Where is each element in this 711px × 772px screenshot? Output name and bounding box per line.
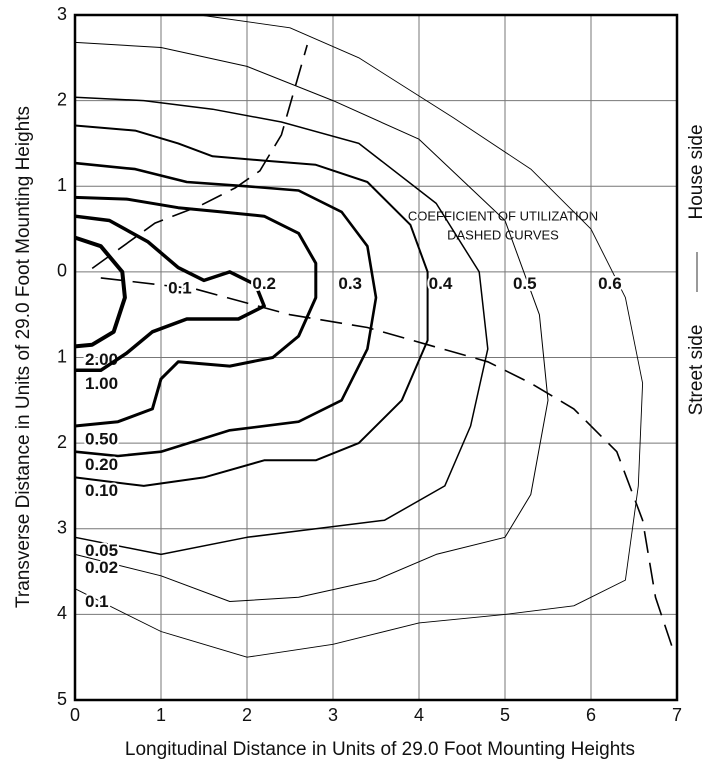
isofootcandle-curve — [74, 124, 429, 487]
y-axis-label: Transverse Distance in Units of 29.0 Foo… — [13, 106, 34, 608]
isofootcandle-curve — [74, 14, 644, 658]
isofootcandle-curve — [74, 214, 266, 373]
plot-frame — [73, 13, 679, 702]
curve-label: 0.1 — [85, 592, 109, 611]
cu-label: 0.6 — [598, 274, 622, 293]
y-tick-label: 1 — [57, 346, 67, 366]
cu-curve — [91, 44, 308, 270]
curve-label: 0.10 — [85, 481, 118, 500]
curve-label: 1.00 — [85, 374, 118, 393]
y-tick-label: 4 — [57, 603, 67, 623]
curve-label: 0.20 — [85, 455, 118, 474]
annotation: DASHED CURVES — [447, 227, 559, 242]
cu-label: 0.5 — [513, 274, 537, 293]
cu-label: 0.3 — [338, 274, 362, 293]
x-tick-label: 0 — [70, 705, 80, 725]
y-tick-label: 5 — [57, 689, 67, 709]
y-tick-label: 2 — [57, 432, 67, 452]
y-tick-label: 1 — [57, 175, 67, 195]
y-tick-label: 3 — [57, 4, 67, 24]
isofootcandle-curve — [74, 235, 127, 349]
y-tick-label: 2 — [57, 89, 67, 109]
x-tick-label: 6 — [586, 705, 596, 725]
curve-label: 0.05 — [85, 541, 118, 560]
isofootcandle-curve — [74, 96, 489, 556]
y-tick-label: 0 — [57, 261, 67, 281]
x-tick-label: 7 — [672, 705, 682, 725]
y-tick-label: 3 — [57, 518, 67, 538]
x-tick-label: 5 — [500, 705, 510, 725]
curve-label: 2.00 — [85, 350, 118, 369]
x-axis-label: Longitudinal Distance in Units of 29.0 F… — [125, 739, 635, 760]
cu-label: 0.1 — [168, 278, 192, 297]
x-tick-label: 1 — [156, 705, 166, 725]
street-side-label: Street side — [686, 325, 707, 416]
cu-curve — [100, 277, 674, 649]
x-tick-label: 3 — [328, 705, 338, 725]
isofootcandle-curve — [74, 161, 378, 458]
cu-label: 0.2 — [252, 274, 276, 293]
cu-label: 0.4 — [429, 274, 453, 293]
isofootcandle-curve — [74, 41, 549, 602]
x-tick-label: 4 — [414, 705, 424, 725]
house-side-label: House side — [686, 124, 707, 219]
annotation: COEFFICIENT OF UTILIZATION — [408, 208, 598, 223]
curve-label: 0.02 — [85, 558, 118, 577]
curve-label: 0.50 — [85, 429, 118, 448]
x-tick-label: 2 — [242, 705, 252, 725]
